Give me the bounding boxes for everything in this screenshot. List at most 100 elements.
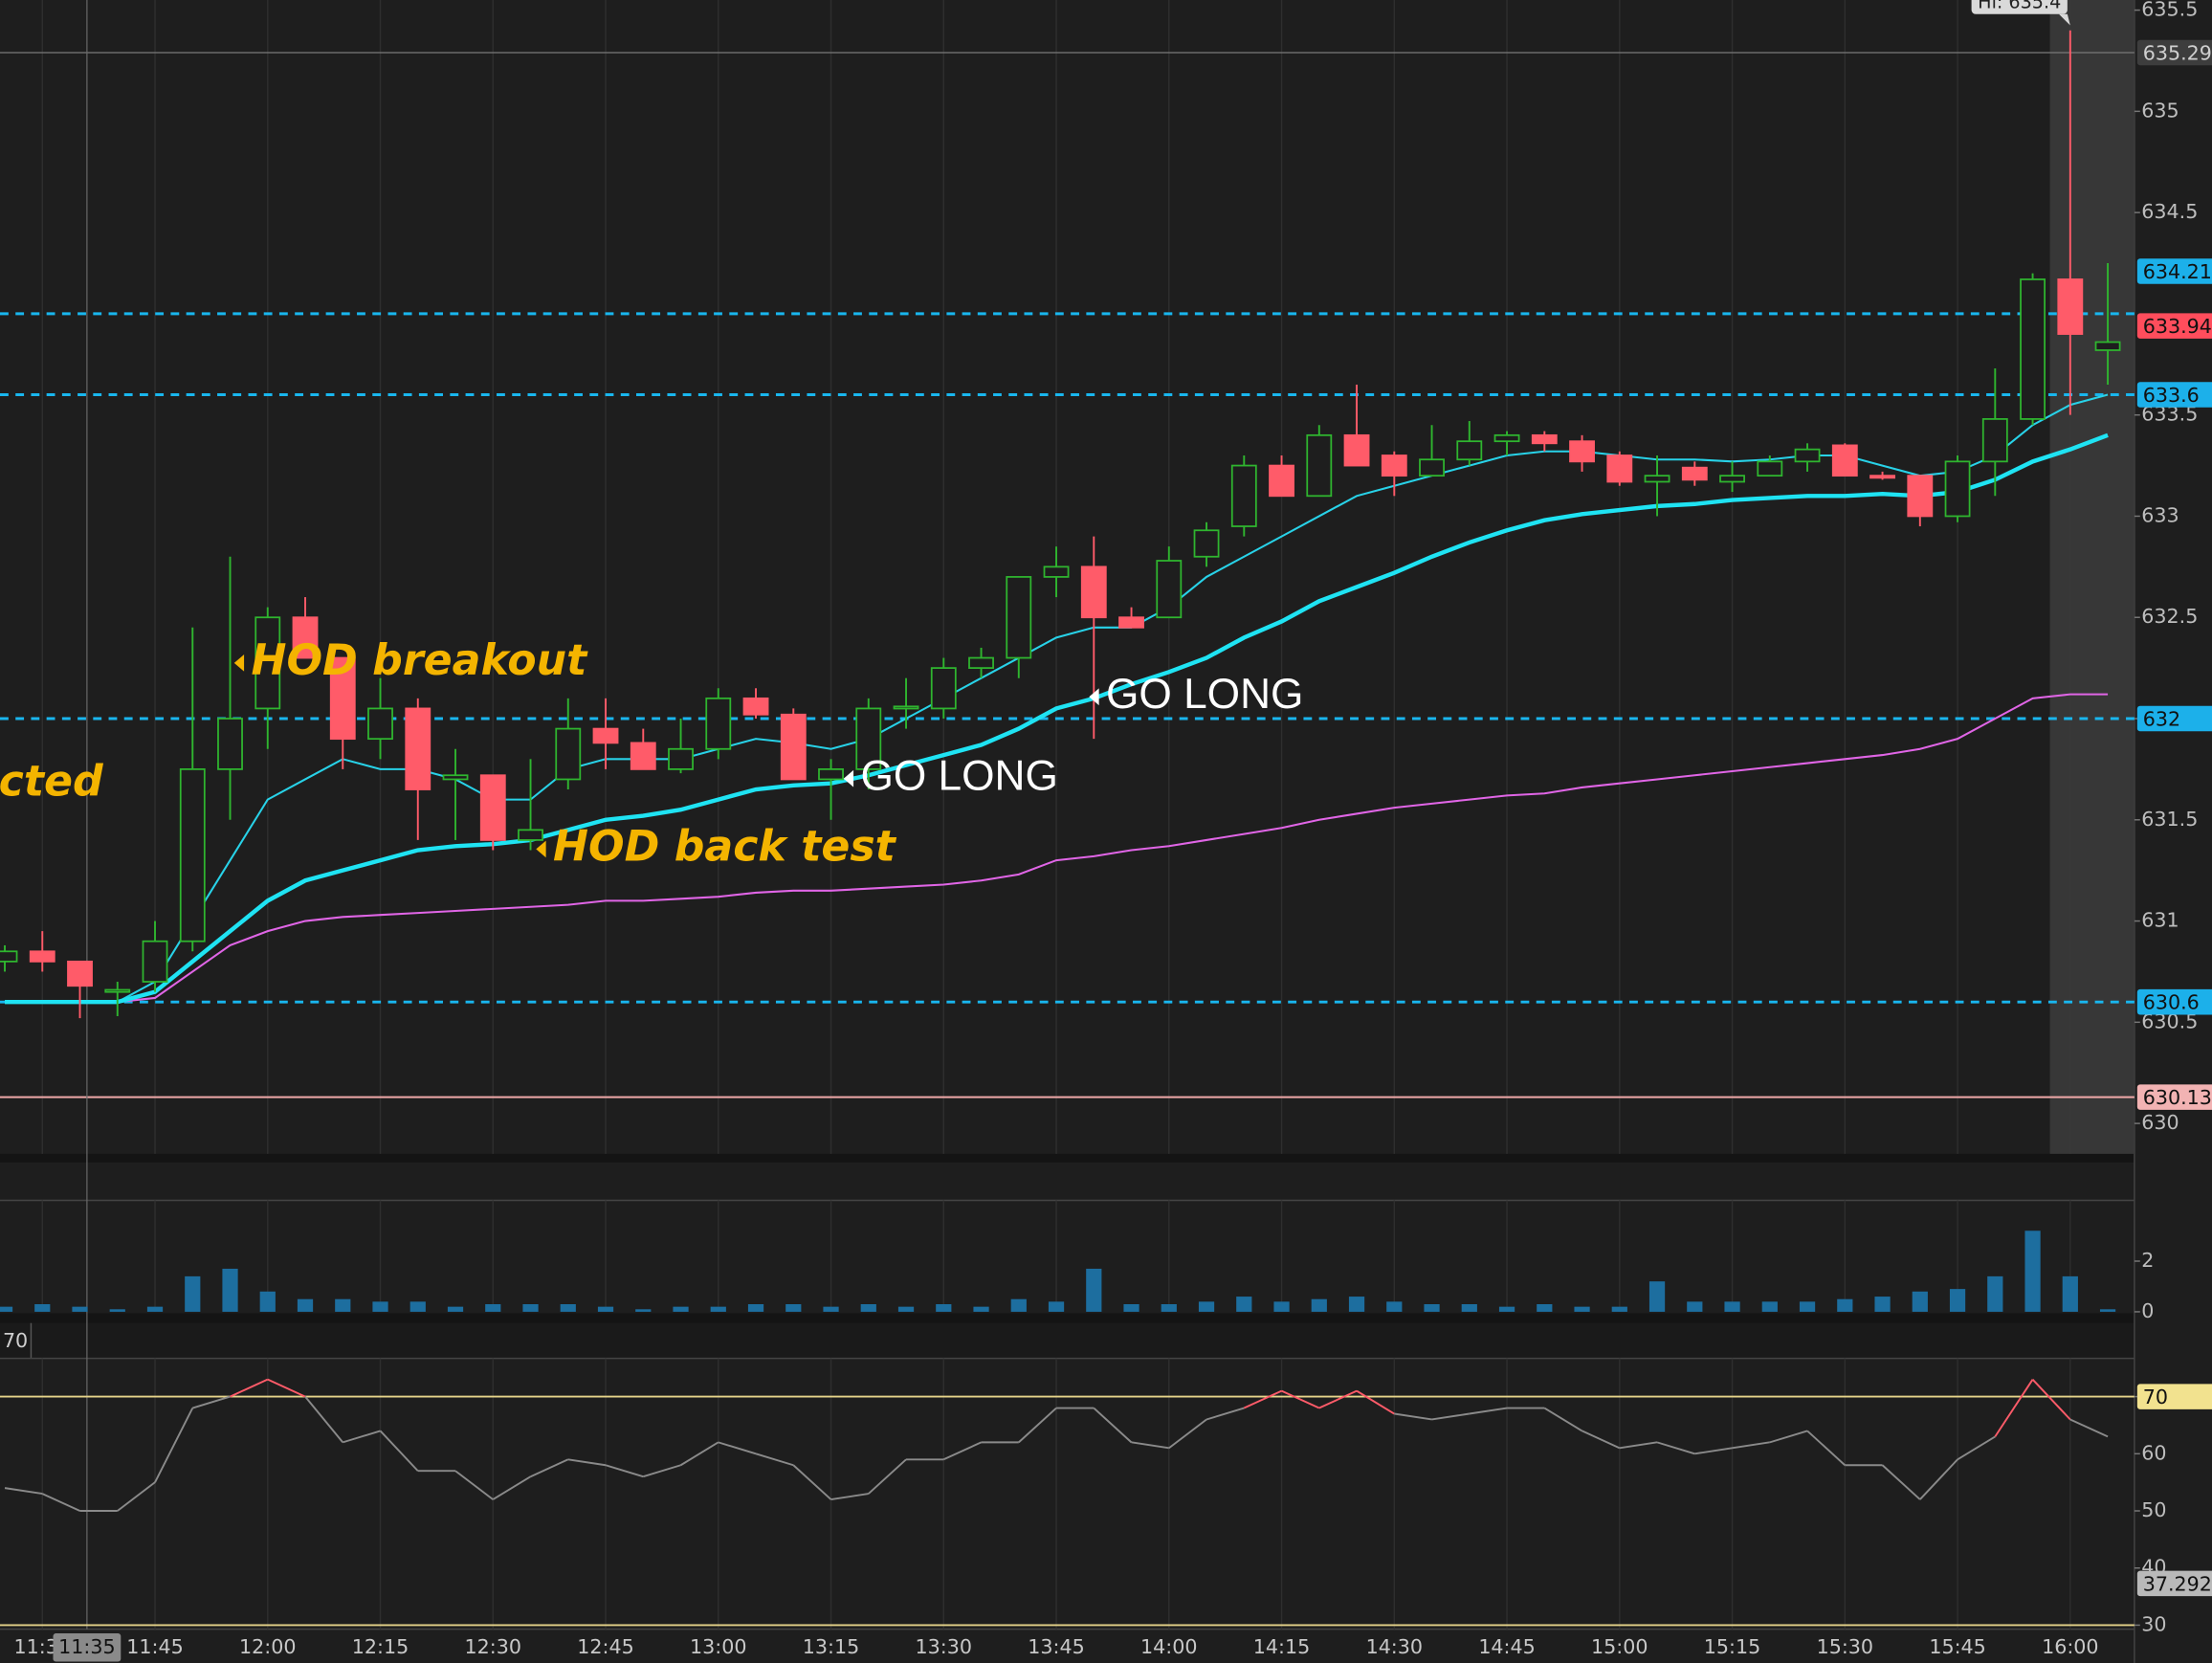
price-tag — [2136, 382, 2212, 408]
volume-bar — [1498, 1306, 1515, 1312]
annotation-pointer — [536, 840, 546, 858]
panel-separator — [0, 1153, 2135, 1163]
rsi-line — [530, 1458, 569, 1478]
rsi-line — [792, 1464, 832, 1500]
price-tag-label: 630.6 — [2143, 991, 2200, 1014]
candle-body — [292, 616, 319, 659]
price-tag — [2136, 39, 2212, 66]
volume-bar — [1311, 1298, 1327, 1312]
x-tick-label: 14:15 — [1253, 1635, 1310, 1658]
rsi-line — [41, 1493, 80, 1512]
candle-body — [1419, 458, 1445, 477]
x-tick-label: 15:00 — [1591, 1635, 1648, 1658]
candle-body — [1118, 616, 1144, 629]
x-tick-label: 13:45 — [1028, 1635, 1084, 1658]
rsi-line — [1431, 1412, 1470, 1421]
last-bar-highlight — [2049, 0, 2135, 1154]
volume-bar — [597, 1306, 614, 1312]
rsi-line — [492, 1475, 532, 1500]
rsi-tick-label: 30 — [2141, 1612, 2166, 1635]
candle-body — [1306, 433, 1333, 498]
y-tick-label: 630 — [2141, 1111, 2179, 1134]
volume-bar — [747, 1304, 764, 1312]
volume-bar — [2099, 1309, 2116, 1312]
volume-bar — [522, 1304, 539, 1312]
rsi-line — [1243, 1389, 1282, 1409]
volume-bar — [1761, 1301, 1778, 1312]
rsi-header — [0, 1322, 2135, 1359]
candle-body — [1343, 433, 1370, 467]
rsi-line — [1994, 1379, 2034, 1437]
y-tick-label: 631 — [2141, 909, 2179, 932]
volume-bar — [2062, 1275, 2078, 1312]
volume-bar — [897, 1306, 915, 1312]
candle-body — [405, 707, 431, 790]
volume-bar — [1724, 1301, 1740, 1312]
rsi-line — [1769, 1430, 1808, 1444]
candle-body — [0, 950, 18, 963]
rsi-line — [342, 1430, 381, 1444]
volume-bar — [785, 1304, 802, 1312]
price-tag — [2136, 705, 2212, 732]
x-tick-label: 13:00 — [690, 1635, 746, 1658]
price-tag — [2136, 313, 2212, 339]
volume-bar — [973, 1306, 989, 1312]
rsi-line — [1093, 1407, 1133, 1444]
rsi-line — [117, 1481, 156, 1512]
candle-body — [1156, 560, 1183, 619]
panel-separator — [0, 1313, 2135, 1323]
candle-body — [2057, 278, 2084, 335]
candle-body — [705, 697, 732, 750]
rsi-line — [830, 1493, 869, 1501]
rsi-line — [304, 1395, 344, 1443]
volume-bar — [1424, 1304, 1440, 1312]
hi-label-box — [1971, 0, 2068, 14]
volume-bar — [823, 1306, 839, 1312]
rsi-line — [1619, 1441, 1658, 1450]
moving-average — [5, 393, 2109, 1004]
x-tick-label: 16:00 — [2042, 1635, 2098, 1658]
candle-body — [780, 713, 807, 781]
candle-body — [518, 829, 543, 841]
candle-body — [968, 656, 994, 670]
rsi-line — [4, 1487, 43, 1496]
rsi-line — [1018, 1407, 1057, 1444]
candle-body — [367, 707, 393, 741]
rsi-line — [942, 1441, 982, 1461]
volume-bar — [1161, 1304, 1177, 1312]
candle-body — [29, 950, 55, 963]
rsi-line — [1543, 1407, 1583, 1432]
moving-average — [5, 693, 2109, 1004]
candle-body — [1269, 464, 1294, 498]
price-tag-label: 633.94 — [2143, 315, 2212, 338]
volume-bar — [1537, 1304, 1553, 1312]
volume-bar — [335, 1298, 351, 1312]
rsi-line — [605, 1464, 644, 1478]
volume-bar — [1461, 1304, 1477, 1312]
price-tag-label: 630.13 — [2143, 1086, 2212, 1109]
rsi-line — [1806, 1430, 1846, 1466]
candle-body — [1531, 433, 1558, 445]
candle-body — [329, 656, 356, 741]
volume-tick-label: 0 — [2141, 1299, 2154, 1322]
candle-body — [668, 747, 694, 770]
candle-body — [592, 727, 619, 744]
volume-bar — [1687, 1301, 1703, 1312]
candle-body — [1456, 440, 1483, 461]
volume-bar — [409, 1301, 426, 1312]
volume-bar — [673, 1306, 689, 1312]
y-tick-label: 631.5 — [2141, 808, 2198, 831]
volume-bar — [1123, 1304, 1139, 1312]
x-tick-label: 13:30 — [916, 1635, 972, 1658]
rsi-line — [154, 1408, 194, 1483]
price-tag-label: 633.6 — [2143, 384, 2200, 407]
annotation-pointer — [233, 654, 245, 672]
rsi-line — [1694, 1447, 1733, 1455]
candle-body — [1757, 460, 1783, 477]
volume-bar — [560, 1304, 576, 1312]
rsi-line — [1281, 1389, 1320, 1409]
crosshair-time-label: 11:35 — [58, 1635, 115, 1658]
volume-bar — [259, 1291, 276, 1312]
x-tick-label: 14:30 — [1366, 1635, 1423, 1658]
candle-body — [179, 768, 206, 942]
